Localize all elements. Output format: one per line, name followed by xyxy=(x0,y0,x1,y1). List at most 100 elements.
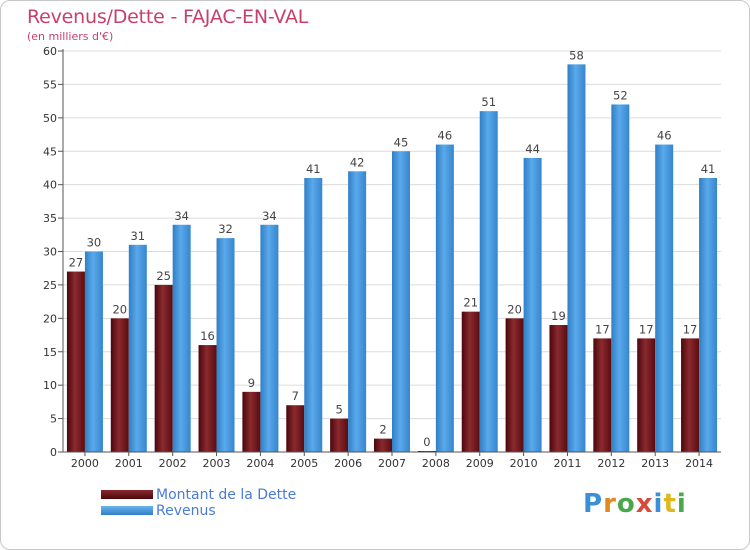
y-tick-label: 55 xyxy=(43,78,57,91)
value-label-debt: 25 xyxy=(156,269,171,283)
bar-debt xyxy=(681,338,700,452)
value-label-debt: 16 xyxy=(200,329,215,343)
y-tick-label: 50 xyxy=(43,112,57,125)
y-tick-label: 15 xyxy=(43,346,57,359)
value-label-debt: 2 xyxy=(379,423,386,437)
chart-title: Revenus/Dette - FAJAC-EN-VAL xyxy=(27,6,309,28)
x-tick-label: 2004 xyxy=(246,457,274,470)
bar-revenue xyxy=(611,104,630,452)
bar-debt xyxy=(593,338,612,452)
bar-revenue xyxy=(216,238,235,452)
x-tick-label: 2009 xyxy=(466,457,494,470)
x-tick-label: 2003 xyxy=(203,457,231,470)
bar-revenue xyxy=(699,177,718,452)
bar-revenue xyxy=(655,144,674,453)
bar-debt xyxy=(198,345,217,452)
value-label-revenue: 46 xyxy=(657,129,672,143)
y-tick-label: 0 xyxy=(50,446,57,459)
value-label-debt: 5 xyxy=(335,403,342,417)
value-label-revenue: 52 xyxy=(613,88,628,102)
logo-letter: t xyxy=(663,489,677,519)
bar-debt xyxy=(637,338,656,452)
y-tick-label: 20 xyxy=(43,312,57,325)
value-label-revenue: 51 xyxy=(481,95,496,109)
logo-letter: r xyxy=(603,489,617,519)
chart-subtitle: (en milliers d'€) xyxy=(27,30,114,43)
x-tick-label: 2013 xyxy=(641,457,669,470)
bar-revenue xyxy=(260,224,279,452)
x-tick-label: 2011 xyxy=(553,457,581,470)
value-label-debt: 0 xyxy=(423,435,430,449)
y-tick-label: 45 xyxy=(43,145,57,158)
value-label-debt: 17 xyxy=(595,322,610,336)
value-label-revenue: 32 xyxy=(218,222,233,236)
bar-revenue xyxy=(392,151,410,452)
value-label-debt: 17 xyxy=(683,322,698,336)
y-tick-label: 5 xyxy=(50,413,57,426)
bar-debt xyxy=(374,438,392,452)
bars-group xyxy=(66,64,718,453)
legend-swatch-revenue xyxy=(101,506,153,515)
x-tick-label: 2010 xyxy=(510,457,538,470)
value-label-debt: 7 xyxy=(292,389,299,403)
value-label-debt: 19 xyxy=(551,309,566,323)
value-label-debt: 17 xyxy=(639,322,654,336)
bar-revenue xyxy=(304,177,323,452)
value-label-revenue: 30 xyxy=(87,236,102,250)
logo-letter: i xyxy=(676,489,687,519)
bar-debt xyxy=(154,284,173,452)
x-tick-label: 2002 xyxy=(159,457,187,470)
x-tick-label: 2007 xyxy=(378,457,406,470)
x-tick-label: 2000 xyxy=(71,457,99,470)
legend-label-revenue: Revenus xyxy=(156,503,216,519)
x-tick-label: 2014 xyxy=(685,457,713,470)
bar-debt xyxy=(242,391,261,452)
value-label-debt: 27 xyxy=(69,256,84,270)
y-tick-label: 35 xyxy=(43,212,57,225)
x-tick-label: 2001 xyxy=(115,457,143,470)
value-label-revenue: 34 xyxy=(262,209,277,223)
value-label-revenue: 46 xyxy=(438,129,453,143)
y-tick-label: 40 xyxy=(43,179,57,192)
bar-debt xyxy=(66,271,85,452)
bar-debt xyxy=(505,318,524,452)
x-tick-label: 2008 xyxy=(422,457,450,470)
logo-letter: i xyxy=(653,489,664,519)
value-label-revenue: 44 xyxy=(525,142,540,156)
value-label-revenue: 41 xyxy=(701,162,716,176)
bar-revenue xyxy=(128,244,147,452)
value-label-revenue: 34 xyxy=(174,209,189,223)
bar-revenue xyxy=(479,111,498,453)
value-label-debt: 20 xyxy=(507,302,522,316)
bar-debt xyxy=(110,318,129,452)
bar-revenue xyxy=(84,251,103,452)
y-tick-label: 30 xyxy=(43,246,57,259)
bar-revenue xyxy=(435,144,454,453)
y-tick-label: 60 xyxy=(43,45,57,58)
bar-debt xyxy=(461,311,480,452)
x-tick-label: 2012 xyxy=(597,457,625,470)
value-label-debt: 9 xyxy=(248,376,255,390)
value-label-revenue: 31 xyxy=(130,229,145,243)
proxiti-logo: Proxiti xyxy=(583,489,687,519)
logo-letter: P xyxy=(583,489,604,519)
bar-revenue xyxy=(567,64,586,452)
value-label-debt: 21 xyxy=(463,296,478,310)
value-label-revenue: 41 xyxy=(306,162,321,176)
legend-label-debt: Montant de la Dette xyxy=(156,487,297,503)
logo-letter: x xyxy=(635,489,654,519)
value-label-revenue: 45 xyxy=(394,135,409,149)
y-tick-label: 10 xyxy=(43,379,57,392)
bar-debt xyxy=(330,418,349,452)
x-tick-label: 2006 xyxy=(334,457,362,470)
value-label-debt: 20 xyxy=(112,302,127,316)
x-tick-label: 2005 xyxy=(290,457,318,470)
value-label-revenue: 42 xyxy=(350,155,365,169)
bar-revenue xyxy=(523,157,542,452)
bar-debt xyxy=(549,325,568,452)
legend-swatch-debt xyxy=(101,490,153,499)
logo-letter: o xyxy=(616,489,636,519)
